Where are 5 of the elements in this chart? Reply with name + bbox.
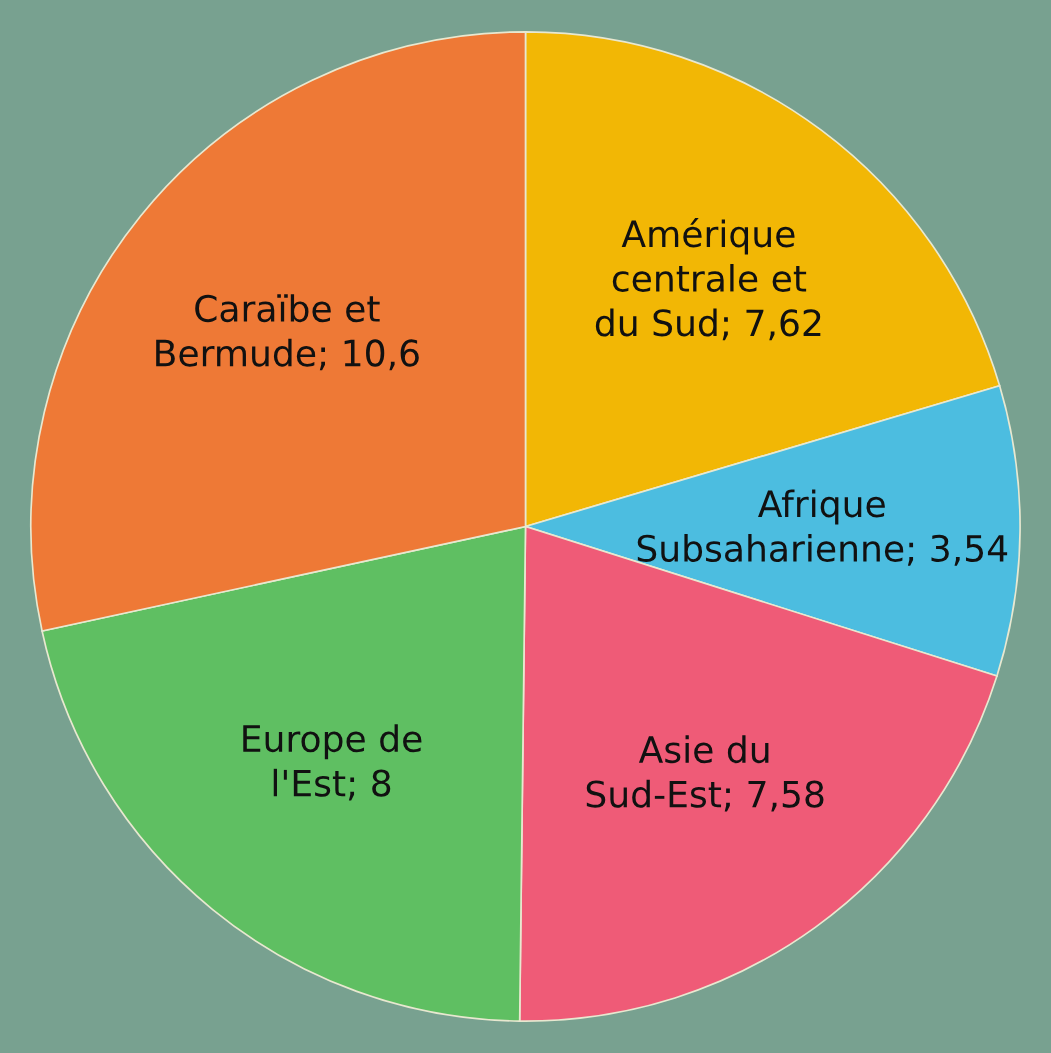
slice-label: Caraïbe et Bermude; 10,6 <box>156 294 419 371</box>
slice-label: Europe de l'Est; 8 <box>243 724 422 801</box>
slice-label: Amérique centrale et du Sud; 7,62 <box>595 218 821 341</box>
slice-label: Asie du Sud-Est; 7,58 <box>586 735 824 812</box>
slice-label: Afrique Subsaharienne; 3,54 <box>637 489 1008 566</box>
